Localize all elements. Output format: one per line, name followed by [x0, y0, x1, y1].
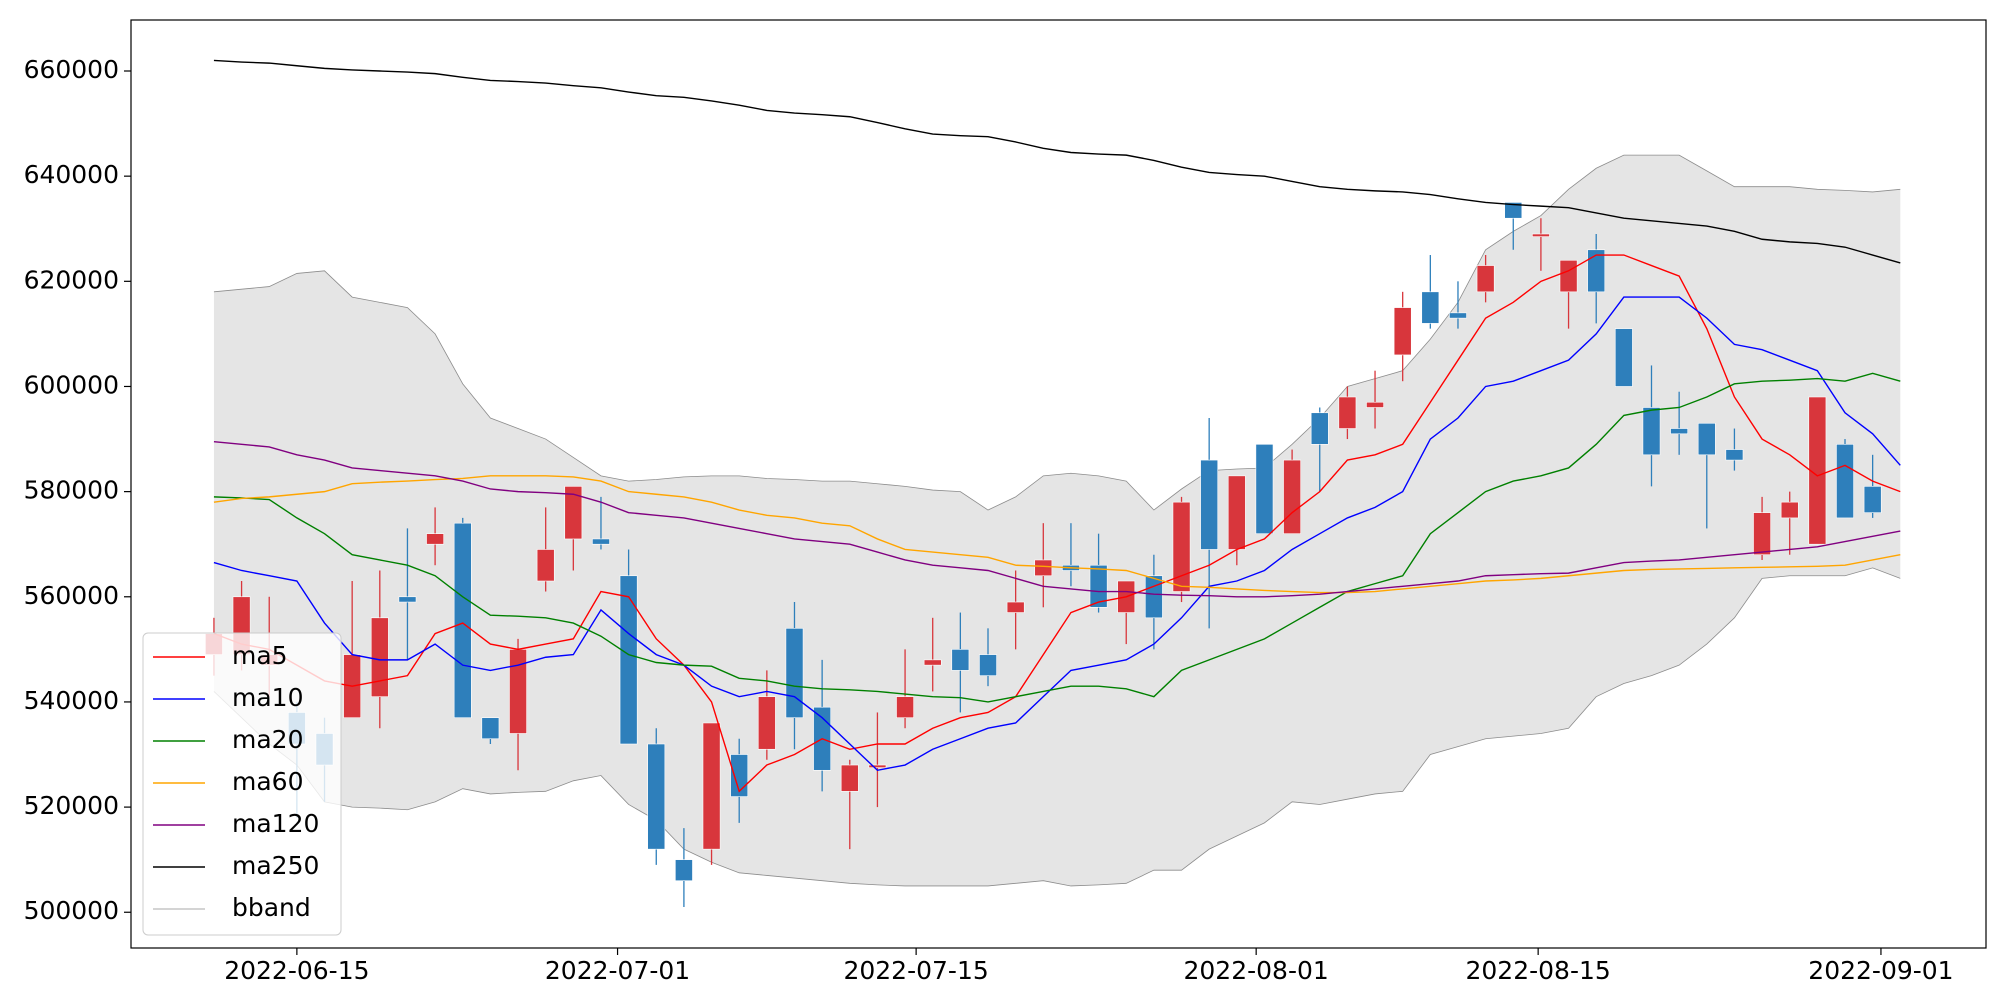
ma-line [213, 475, 1901, 594]
candle-body [1725, 449, 1744, 461]
candle-body [730, 754, 749, 797]
candle-body [1227, 475, 1246, 550]
candle-body [951, 649, 970, 671]
candle-body [619, 575, 638, 745]
candle-body [1421, 291, 1440, 324]
candle-body [1449, 312, 1467, 319]
candle-body [757, 696, 776, 750]
candle-body [592, 538, 610, 545]
candle-body [1614, 328, 1633, 387]
x-tick-label: 2022-08-01 [1184, 956, 1329, 985]
candle-body [1559, 259, 1578, 293]
y-tick-label: 620000 [24, 265, 119, 294]
x-tick-label: 2022-07-15 [843, 956, 988, 985]
candle-body [398, 596, 417, 603]
candle-body [1393, 307, 1412, 356]
ma-line [213, 254, 1901, 793]
candle-body [702, 722, 721, 850]
candle-body [1145, 575, 1163, 619]
candle-body [1670, 428, 1689, 435]
legend-label: ma10 [232, 683, 303, 712]
candle-body [1863, 486, 1882, 513]
candle-body [1808, 396, 1827, 545]
candle-body [370, 617, 389, 697]
legend-label: ma5 [232, 641, 288, 670]
band-upper [213, 154, 1901, 511]
candle-body [1338, 396, 1357, 429]
candle-body [1255, 444, 1274, 534]
candle-body [675, 859, 693, 882]
candle-body [785, 628, 804, 719]
candle-body [1836, 444, 1854, 519]
candle-body [1366, 401, 1384, 408]
candle-body [1034, 559, 1053, 577]
candle-body [1283, 459, 1301, 534]
ma-line [213, 296, 1901, 772]
candle-body [1006, 601, 1025, 613]
y-tick-label: 580000 [24, 476, 119, 505]
candle-body [564, 486, 583, 540]
legend-label: ma20 [232, 725, 303, 754]
candle-body [1476, 265, 1495, 293]
y-tick-label: 560000 [24, 581, 119, 610]
candle-body [979, 654, 997, 676]
y-tick-label: 540000 [24, 686, 119, 715]
legend-label: bband [232, 893, 311, 922]
candle-body [896, 696, 914, 719]
candle-body [1780, 501, 1799, 519]
x-tick-label: 2022-08-15 [1465, 956, 1610, 985]
x-tick-label: 2022-09-01 [1808, 956, 1953, 985]
legend-box [142, 632, 342, 936]
y-tick-label: 660000 [24, 55, 119, 84]
candle-body [1532, 233, 1550, 237]
candle-body [1089, 564, 1108, 608]
candle-body [453, 522, 472, 719]
x-tick-label: 2022-06-15 [224, 956, 369, 985]
y-tick-label: 600000 [24, 370, 119, 399]
candle-body [647, 743, 666, 850]
plot-frame [130, 19, 1987, 949]
x-tick-label: 2022-07-01 [545, 956, 690, 985]
candle-body [868, 764, 887, 768]
ma-line [213, 59, 1901, 264]
candle-body [1697, 422, 1716, 456]
legend-label: ma120 [232, 809, 319, 838]
candle-body [1587, 249, 1606, 293]
candle-body [536, 549, 555, 582]
candle-body [1200, 459, 1219, 550]
candle-body [1753, 512, 1771, 556]
ma-line [213, 440, 1901, 598]
y-tick-label: 500000 [24, 896, 119, 925]
candle-body [1504, 202, 1523, 219]
y-tick-label: 520000 [24, 791, 119, 820]
candle-body [426, 533, 444, 545]
legend: ma5 ma10 ma20 ma60 ma120 ma250 bband [142, 632, 342, 936]
y-tick-label: 640000 [24, 160, 119, 189]
candle-body [840, 764, 859, 792]
candle-body [509, 649, 527, 734]
ma-line [213, 372, 1901, 703]
candle-body [1310, 412, 1329, 445]
candle-body [923, 659, 942, 666]
candle-body [1642, 407, 1661, 456]
legend-label: ma60 [232, 767, 303, 796]
legend-label: ma250 [232, 851, 319, 880]
candle-body [1172, 501, 1191, 592]
candle-body [481, 717, 500, 740]
band-lower [213, 567, 1901, 887]
